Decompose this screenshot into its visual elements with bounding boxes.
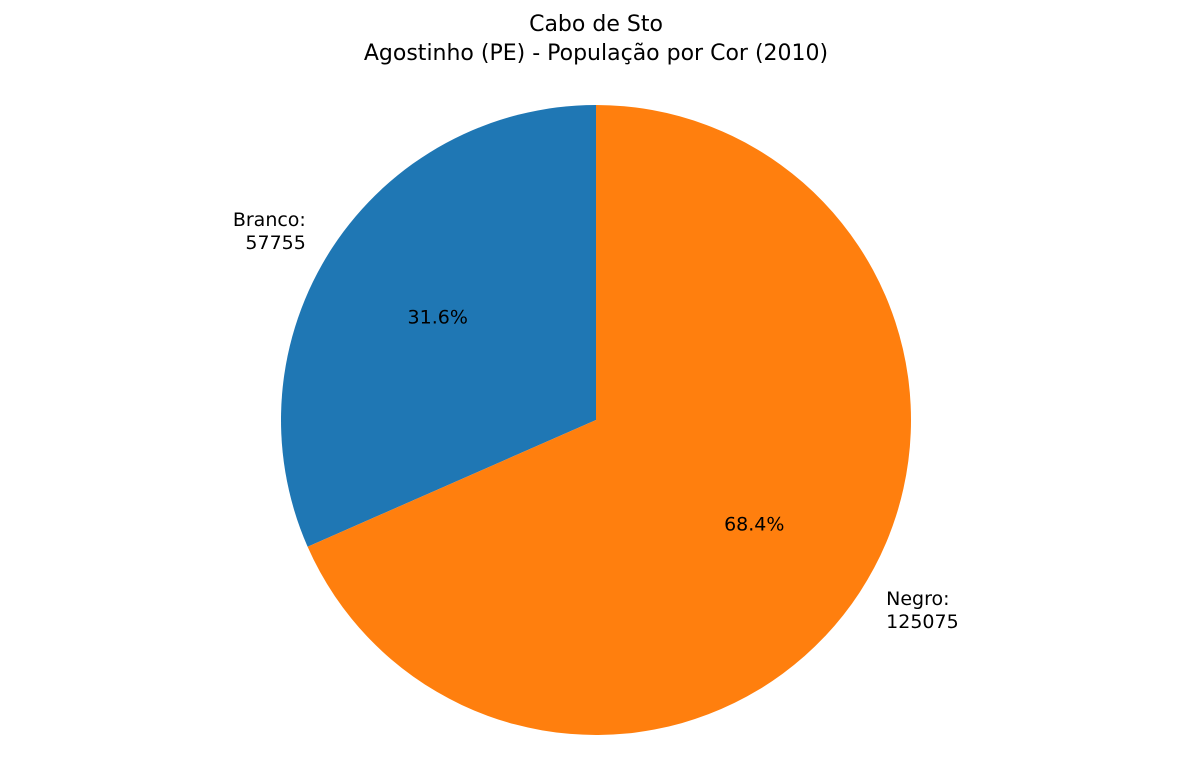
chart-title-line-1: Cabo de Sto xyxy=(529,12,663,37)
pie-slice-0 xyxy=(281,105,596,547)
pie-pct-label-1: 68.4% xyxy=(724,513,784,535)
pie-pct-label-0: 31.6% xyxy=(408,307,468,329)
pie-outer-label-1: Negro: 125075 xyxy=(886,588,959,633)
chart-title-line-2: Agostinho (PE) - População por Cor (2010… xyxy=(363,41,829,66)
pie-slice-1 xyxy=(307,105,911,735)
pie-outer-label-0: Branco: 57755 xyxy=(233,209,306,254)
